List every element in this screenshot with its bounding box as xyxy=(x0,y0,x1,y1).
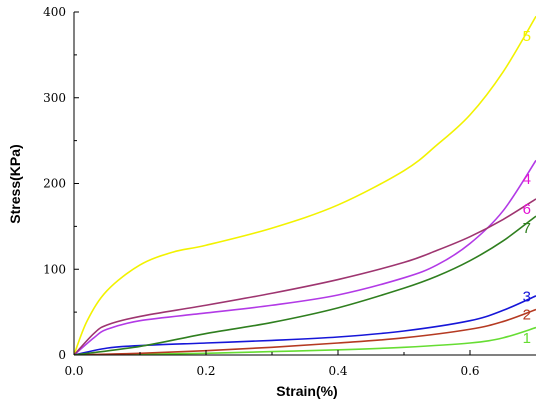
series-label-3: 3 xyxy=(523,289,531,306)
series-label-5: 5 xyxy=(523,28,531,45)
series-label-2: 2 xyxy=(523,307,531,324)
y-axis-title: Stress(KPa) xyxy=(7,144,23,223)
series-line-6 xyxy=(74,198,536,355)
series-label-7: 7 xyxy=(523,220,531,237)
y-tick-label: 100 xyxy=(43,262,66,276)
x-axis-title: Strain(%) xyxy=(276,383,337,399)
x-tick-label: 0.4 xyxy=(328,364,347,378)
series-line-5 xyxy=(74,15,536,355)
y-tick-label: 300 xyxy=(43,91,66,105)
x-tick-label: 0.2 xyxy=(196,364,215,378)
axes xyxy=(73,12,536,356)
y-tick-label: 400 xyxy=(43,5,66,19)
y-tick-label: 0 xyxy=(58,348,66,362)
series-layer xyxy=(74,15,536,355)
series-label-4: 4 xyxy=(523,171,531,188)
series-line-1 xyxy=(74,326,536,355)
x-tick-label: 0.6 xyxy=(460,364,479,378)
x-tick-label: 0.0 xyxy=(64,364,83,378)
series-line-7 xyxy=(74,215,536,355)
series-line-3 xyxy=(74,295,536,355)
series-line-2 xyxy=(74,308,536,355)
ticks: 0.0 0.2 0.4 0.6 0 100 200 300 400 xyxy=(43,5,479,378)
y-tick-label: 200 xyxy=(43,177,66,191)
series-line-4 xyxy=(74,159,536,355)
series-label-1: 1 xyxy=(523,330,531,347)
series-label-6: 6 xyxy=(523,201,531,218)
